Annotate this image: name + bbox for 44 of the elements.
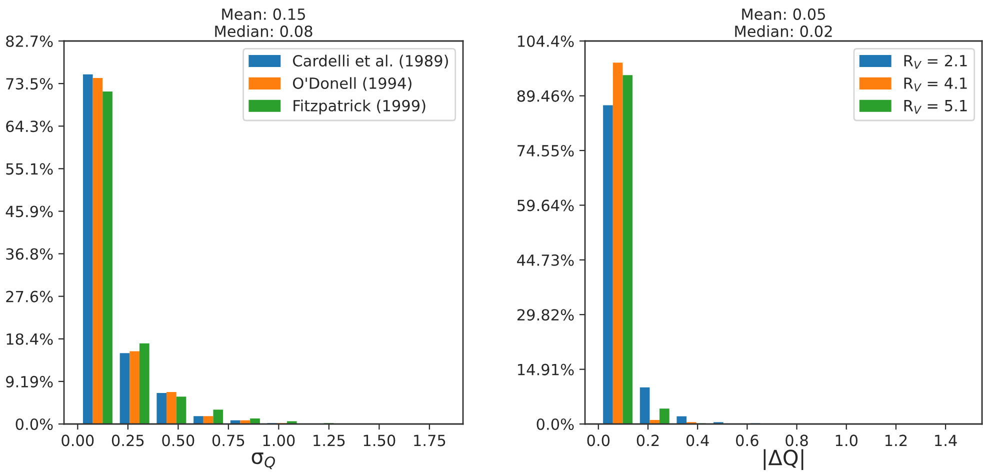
x-tick-label: 1.2 [885, 434, 907, 446]
x-axis-title: |ΔQ| [764, 449, 804, 470]
x-tick-label: 0.2 [636, 434, 659, 446]
y-tick-label: 44.73% [517, 254, 574, 266]
x-tick-label: 1.50 [364, 434, 396, 446]
legend-label: R$_{V}$ = 4.1 [904, 78, 967, 92]
x-tick-label: 0.75 [212, 434, 244, 446]
y-tick-label: 18.4% [6, 333, 53, 345]
legend-label: R$_{V}$ = 5.1 [904, 100, 967, 114]
y-tick-label: 45.9% [6, 206, 53, 218]
x-tick-label: 1.0 [836, 434, 858, 446]
y-tick-label: 29.82% [517, 309, 574, 321]
y-tick-label: 73.5% [6, 78, 53, 90]
x-tick-label: 0.6 [736, 434, 758, 446]
legend-label: Fitzpatrick (1999) [294, 100, 426, 114]
y-tick-label: 82.7% [6, 35, 53, 48]
x-tick-label: 0.25 [112, 434, 144, 446]
y-tick-label: 104.4% [518, 35, 574, 48]
x-tick-label: 0.8 [786, 434, 808, 446]
y-tick-label: 0.0% [16, 418, 53, 430]
chart-title: Mean: 0.05 Median: 0.02 [735, 8, 832, 38]
x-tick-label: 1.00 [263, 434, 295, 446]
x-tick-label: 0.4 [686, 434, 709, 446]
x-tick-label: 0.0 [587, 434, 610, 446]
y-tick-label: 27.6% [6, 290, 53, 302]
y-tick-label: 36.8% [6, 248, 53, 260]
y-tick-label: 64.3% [6, 120, 53, 132]
y-tick-label: 0.0% [536, 418, 574, 430]
x-tick-label: 1.25 [314, 434, 345, 446]
y-tick-label: 55.1% [6, 163, 53, 175]
chart-title: Mean: 0.15 Median: 0.08 [215, 8, 312, 38]
y-tick-label: 14.91% [518, 364, 574, 376]
y-tick-label: 89.46% [517, 90, 574, 102]
legend-label: Cardelli et al. (1989) [293, 54, 448, 68]
x-tick-label: 0.00 [62, 434, 94, 446]
x-tick-label: 1.75 [414, 434, 446, 446]
x-tick-label: 1.4 [935, 434, 957, 446]
x-tick-label: 0.50 [162, 434, 194, 446]
y-tick-label: 59.64% [518, 200, 574, 212]
x-axis-title: σ$_{Q}$ [252, 452, 275, 470]
legend-label: O'Donell (1994) [293, 77, 412, 91]
legend-label: R$_{V}$ = 2.1 [904, 54, 967, 69]
y-tick-label: 74.55% [518, 144, 574, 157]
y-tick-label: 9.19% [6, 376, 53, 388]
